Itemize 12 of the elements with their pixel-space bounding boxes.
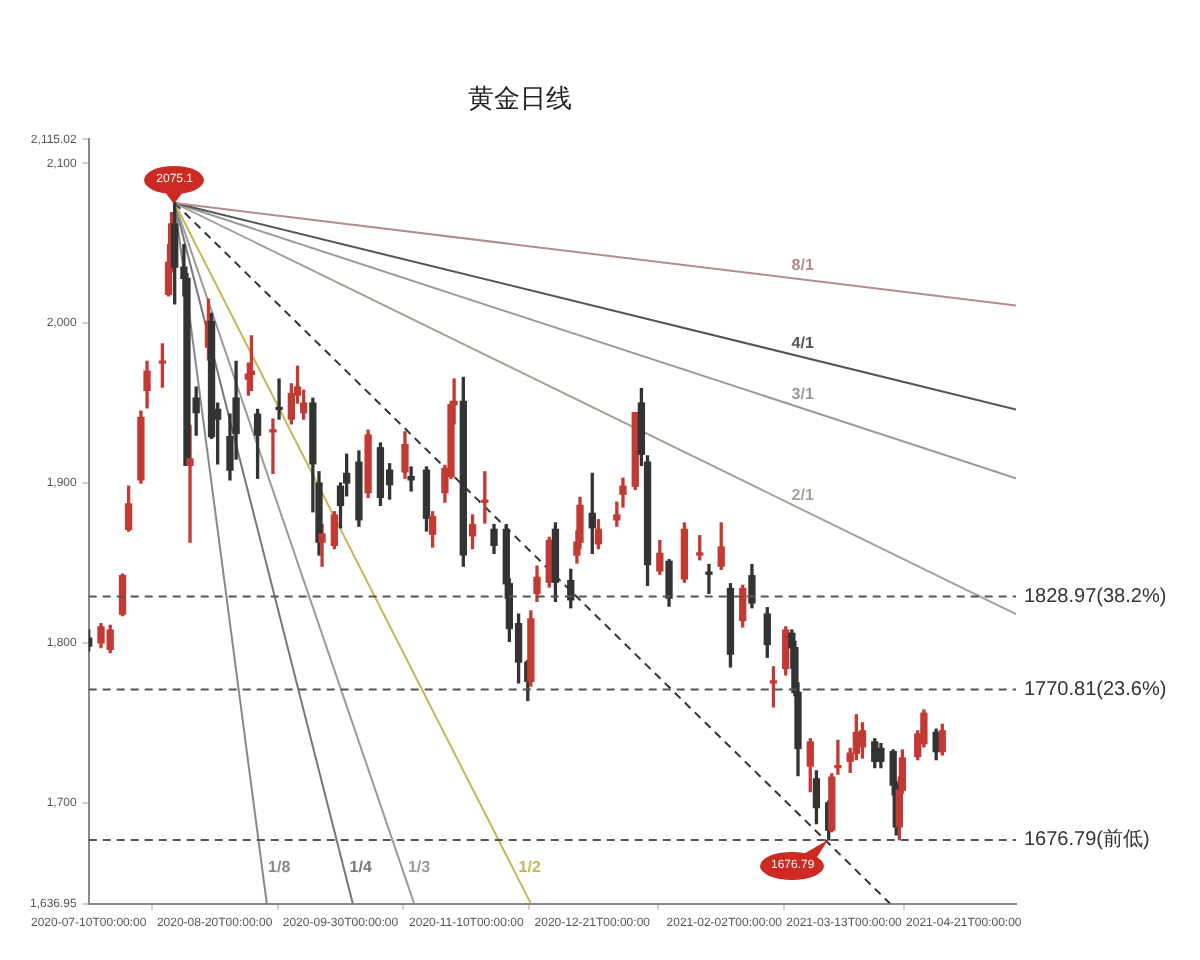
- series-label: 3/1: [791, 384, 815, 403]
- series-label: 4/1: [791, 333, 815, 352]
- ref-line-label: 1676.79(前低): [1024, 827, 1150, 852]
- series-label: 1/4: [349, 858, 373, 877]
- ref-line-label: 1770.81(23.6%): [1024, 679, 1167, 702]
- series-label: 1/3: [407, 858, 432, 877]
- chart-title: 黄金日线: [468, 82, 572, 113]
- series-label: 1/8: [268, 858, 292, 877]
- series-label: 1/2: [518, 858, 542, 877]
- ref-line-label: 1828.97(38.2%): [1024, 586, 1167, 609]
- series-label: 8/1: [791, 255, 815, 274]
- series-label: 2/1: [791, 486, 815, 505]
